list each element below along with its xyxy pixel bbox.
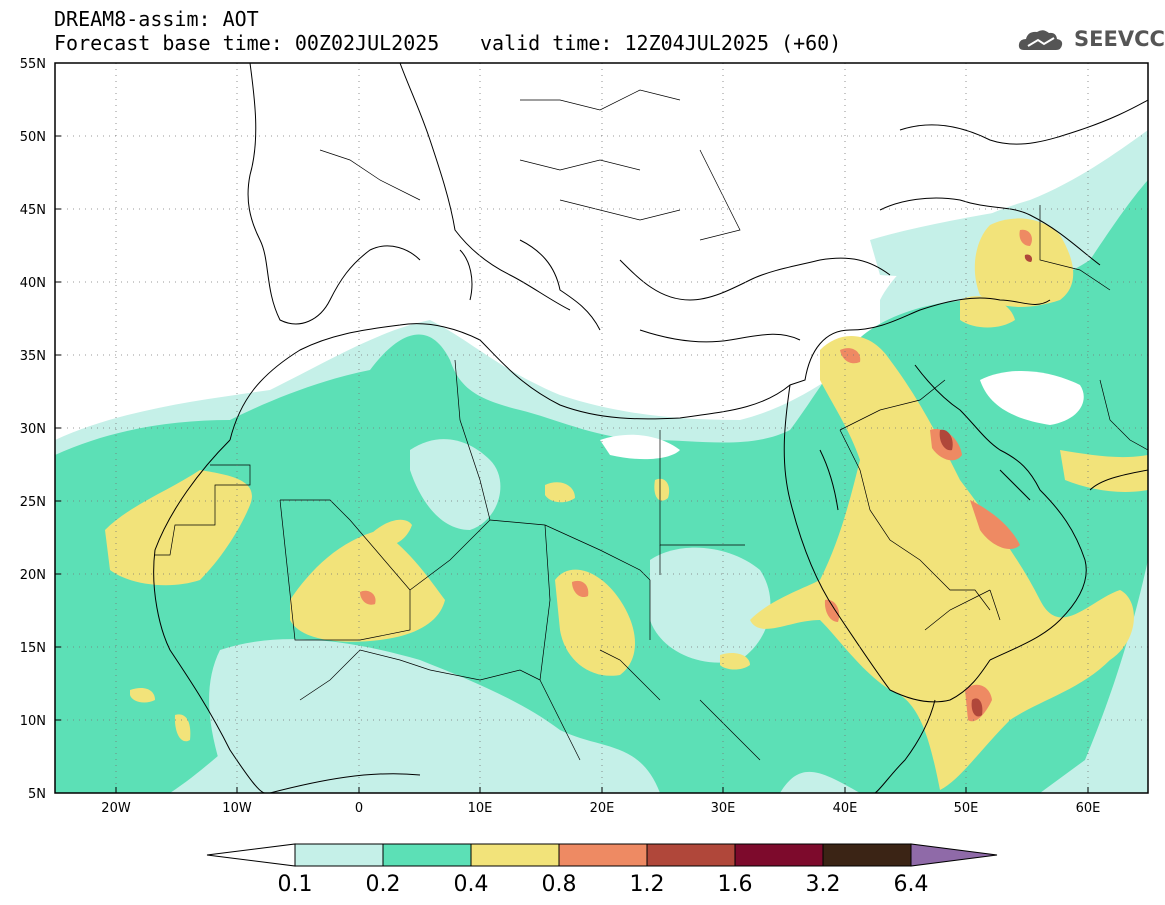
- lon-label: 10E: [468, 801, 493, 816]
- lon-label: 0: [355, 801, 363, 816]
- lon-label: 10W: [222, 801, 252, 816]
- lat-label: 50N: [20, 130, 46, 145]
- map-title: DREAM8-assim: AOT: [54, 7, 259, 31]
- lon-label: 20W: [101, 801, 131, 816]
- colorbar-low-arrow: [206, 843, 296, 867]
- valid-time: valid time: 12Z04JUL2025 (+60): [480, 31, 842, 55]
- colorbar-swatch: [470, 843, 560, 867]
- aot-field-low-patch-sahel: [209, 639, 660, 793]
- colorbar: [206, 843, 998, 867]
- lat-label: 55N: [20, 57, 46, 72]
- colorbar-label: 3.2: [806, 872, 841, 897]
- colorbar-swatch: [734, 843, 824, 867]
- logo-text: SEEVCCC: [1074, 27, 1165, 51]
- axis-ticks: [55, 62, 1089, 793]
- lon-label: 30E: [711, 801, 736, 816]
- colorbar-label: 1.2: [630, 872, 665, 897]
- lat-label: 15N: [20, 641, 46, 656]
- lat-label: 30N: [20, 422, 46, 437]
- coastlines: [153, 63, 1148, 793]
- forecast-base-time: Forecast base time: 00Z02JUL2025: [54, 31, 440, 55]
- graticule: [55, 63, 1148, 793]
- aot-field-low-patch-sahara: [410, 439, 501, 530]
- colorbar-label: 6.4: [894, 872, 929, 897]
- lat-label: 25N: [20, 495, 46, 510]
- colorbar-label: 0.1: [278, 872, 313, 897]
- colorbar-swatch: [558, 843, 648, 867]
- aot-field-extreme: [939, 254, 1033, 717]
- colorbar-high-arrow: [910, 843, 998, 867]
- lat-label: 35N: [20, 349, 46, 364]
- colorbar-swatch: [822, 843, 912, 867]
- colorbar-swatch: [294, 843, 384, 867]
- lat-label: 45N: [20, 203, 46, 218]
- cloud-icon: [1018, 30, 1063, 50]
- lat-label: 10N: [20, 714, 46, 729]
- aot-field-low-patch-sudan: [650, 547, 771, 663]
- lon-label: 50E: [954, 801, 979, 816]
- lon-label: 40E: [833, 801, 858, 816]
- colorbar-label: 1.6: [718, 872, 753, 897]
- lon-label: 20E: [590, 801, 615, 816]
- lon-label: 60E: [1076, 801, 1101, 816]
- colorbar-swatch: [382, 843, 472, 867]
- aot-field-white-patch-iran: [980, 370, 1084, 425]
- colorbar-label: 0.2: [366, 872, 401, 897]
- lat-label: 5N: [28, 787, 46, 802]
- lat-label: 20N: [20, 568, 46, 583]
- colorbar-swatch: [646, 843, 736, 867]
- colorbar-label: 0.4: [454, 872, 489, 897]
- lat-label: 40N: [20, 276, 46, 291]
- colorbar-label: 0.8: [542, 872, 577, 897]
